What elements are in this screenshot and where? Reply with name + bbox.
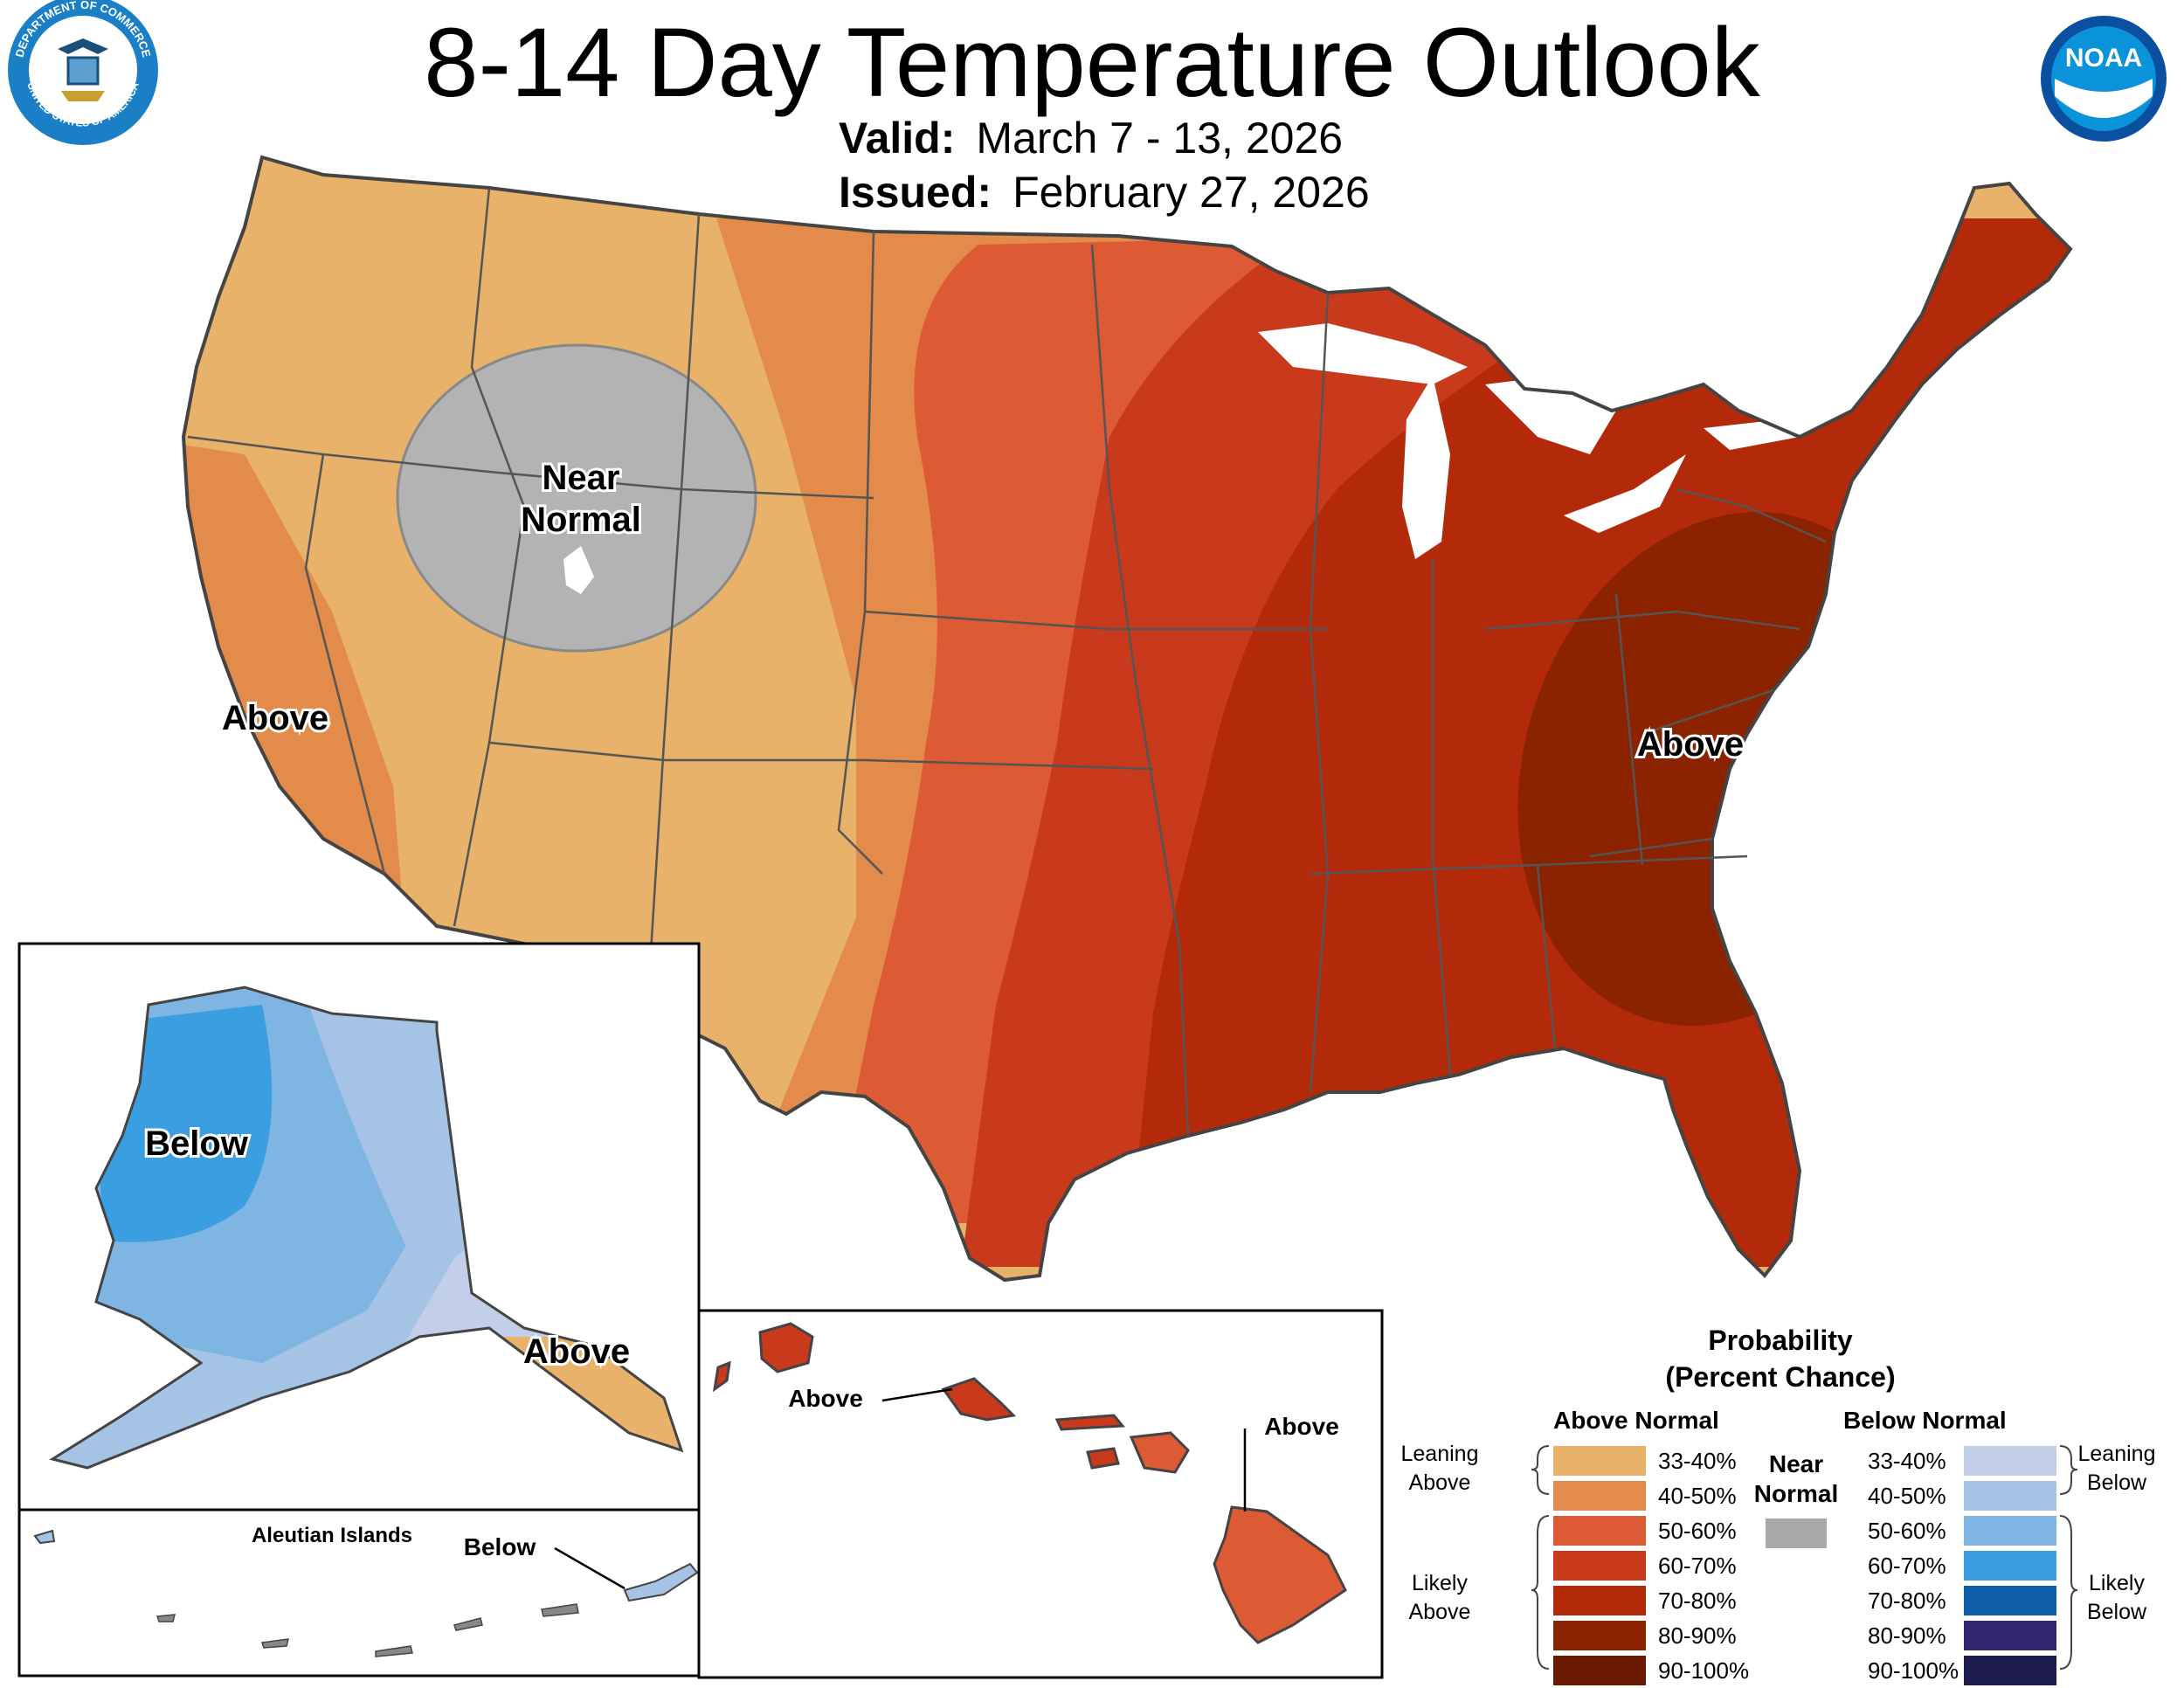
valid-label: Valid: — [839, 114, 956, 163]
above-swatch — [1553, 1516, 1646, 1546]
aleutian-below-label: Below — [464, 1533, 536, 1560]
near-normal-label-2: Normal — [521, 501, 641, 539]
near-normal-label-1: Near — [543, 459, 620, 497]
below-swatch-label: 60-70% — [1868, 1553, 1946, 1579]
below-swatch — [1964, 1516, 2056, 1546]
likely-below-label: Likely Below — [2086, 1571, 2147, 1624]
kauai-island — [758, 1322, 814, 1373]
below-swatch — [1964, 1446, 2056, 1476]
likely-above-label: Likely Above — [1408, 1571, 1471, 1624]
below-swatch — [1964, 1481, 2056, 1511]
near-normal-area — [396, 343, 757, 653]
lake-erie — [1564, 454, 1686, 533]
lake-superior — [1258, 323, 1468, 384]
above-swatch — [1553, 1656, 1646, 1685]
legend-near-normal-2: Normal — [1753, 1480, 1839, 1507]
above-swatch — [1553, 1586, 1646, 1615]
hawaii-above-left-label: Above — [788, 1385, 863, 1412]
below-swatch-label: 40-50% — [1868, 1483, 1946, 1509]
legend: Probability (Percent Chance) Above Norma… — [1396, 1319, 2182, 1686]
legend-title-2: (Percent Chance) — [1665, 1361, 1896, 1393]
issued-value: February 27, 2026 — [1013, 168, 1370, 217]
below-swatch-label: 70-80% — [1868, 1588, 1946, 1614]
leaning-below-label: Leaning Below — [2077, 1442, 2156, 1495]
hawaii-above-right-label: Above — [1264, 1413, 1339, 1440]
valid-dates: Valid: March 7 - 13, 2026 — [839, 112, 1343, 164]
above-swatch — [1553, 1621, 1646, 1650]
state-lines — [187, 187, 1827, 1137]
leaning-above-label: Leaning Above — [1400, 1442, 1479, 1495]
aleutian-inset — [17, 1508, 701, 1678]
below-normal-header: Below Normal — [1843, 1407, 2007, 1434]
above-swatch-label: 90-100% — [1658, 1657, 1750, 1684]
below-swatch-label: 90-100% — [1868, 1657, 1959, 1684]
near-normal-swatch — [1766, 1519, 1827, 1548]
above-swatch — [1553, 1446, 1646, 1476]
above-normal-header: Above Normal — [1553, 1407, 1719, 1434]
alaska-above-label: Above — [523, 1332, 630, 1371]
niihau-island — [712, 1360, 731, 1393]
below-swatch — [1964, 1586, 2056, 1615]
below-swatch — [1964, 1621, 2056, 1650]
oahu-island — [941, 1377, 1017, 1422]
below-swatch — [1964, 1551, 2056, 1581]
above-swatch-label: 80-90% — [1658, 1622, 1737, 1649]
above-swatch — [1553, 1481, 1646, 1511]
below-swatch-label: 50-60% — [1868, 1518, 1946, 1544]
page-title: 8-14 Day Temperature Outlook — [424, 8, 1760, 117]
big-island — [1213, 1505, 1347, 1644]
lake-michigan — [1402, 376, 1450, 559]
above-swatch-label: 50-60% — [1658, 1518, 1737, 1544]
great-salt-lake — [563, 546, 594, 594]
issued-label: Issued: — [839, 168, 992, 217]
above-swatch-label: 70-80% — [1658, 1588, 1737, 1614]
below-swatch-label: 33-40% — [1868, 1448, 1946, 1474]
lanai-island — [1086, 1447, 1120, 1470]
commerce-seal-icon: DEPARTMENT OF COMMERCE UNITED STATES OF … — [8, 0, 158, 145]
above-swatch-label: 33-40% — [1658, 1448, 1737, 1474]
molokai-island — [1054, 1414, 1126, 1431]
southeast-above-label: Above — [1637, 725, 1744, 764]
alaska-below-label: Below — [145, 1124, 249, 1163]
below-swatch — [1964, 1656, 2056, 1685]
maui-island — [1129, 1431, 1190, 1474]
aleutian-title: Aleutian Islands — [252, 1524, 412, 1547]
above-swatch-label: 60-70% — [1658, 1553, 1737, 1579]
legend-near-normal-1: Near — [1768, 1450, 1824, 1477]
legend-braces — [1531, 1445, 2078, 1670]
above-swatch-label: 40-50% — [1658, 1483, 1737, 1509]
valid-value: March 7 - 13, 2026 — [976, 114, 1344, 163]
west-above-label: Above — [222, 699, 328, 737]
noaa-logo-text: NOAA — [2065, 44, 2142, 73]
below-swatch-label: 80-90% — [1868, 1622, 1946, 1649]
legend-title-1: Probability — [1708, 1325, 1853, 1356]
above-swatch — [1553, 1551, 1646, 1581]
noaa-logo-icon: NOAA — [2041, 16, 2167, 142]
issued-date: Issued: February 27, 2026 — [839, 166, 1370, 218]
